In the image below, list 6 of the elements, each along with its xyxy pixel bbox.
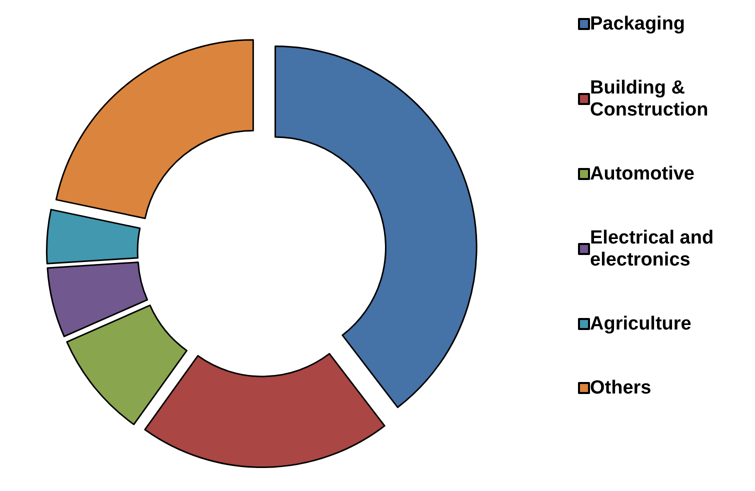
legend-label: Building & Construction — [590, 78, 708, 120]
legend-label: Agriculture — [590, 314, 692, 334]
legend-label: Automotive — [590, 164, 694, 184]
legend-label: Packaging — [590, 14, 686, 34]
legend-label: Electrical and electronics — [590, 228, 719, 270]
legend-label: Others — [590, 378, 652, 398]
